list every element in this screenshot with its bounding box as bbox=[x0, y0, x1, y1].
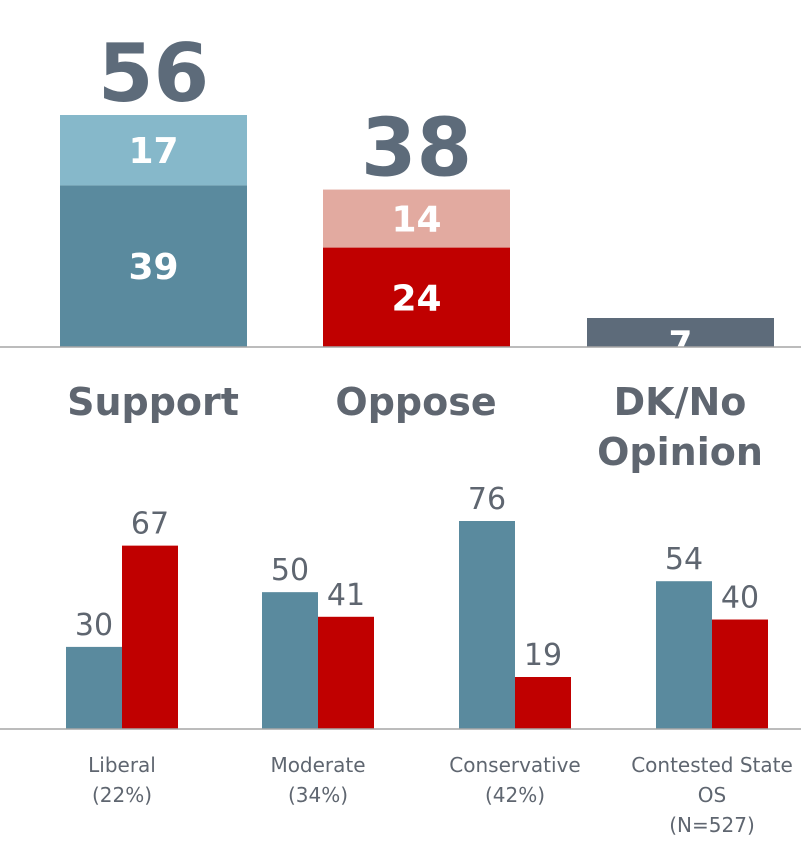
category-label: Oppose bbox=[335, 380, 496, 424]
value-label: 30 bbox=[75, 608, 113, 643]
bar-liberal-s1 bbox=[122, 546, 178, 729]
value-label: 76 bbox=[468, 482, 506, 517]
category-label: Opinion bbox=[597, 430, 763, 474]
segment-label: 24 bbox=[391, 278, 441, 319]
category-label: (34%) bbox=[288, 783, 348, 807]
total-label: 38 bbox=[361, 102, 472, 195]
category-label: Support bbox=[67, 380, 239, 424]
category-label: OS bbox=[698, 783, 726, 807]
bar-contested-state-os-s1 bbox=[712, 620, 768, 729]
value-label: 67 bbox=[131, 507, 169, 542]
bar-moderate-s1 bbox=[318, 617, 374, 729]
category-label: DK/No bbox=[614, 380, 747, 424]
category-label: Moderate bbox=[270, 753, 365, 777]
segment-label: 14 bbox=[391, 200, 441, 241]
bar-liberal-s0 bbox=[66, 647, 122, 729]
value-label: 40 bbox=[721, 581, 759, 616]
segment-label: 17 bbox=[128, 131, 178, 172]
category-label: (N=527) bbox=[669, 813, 755, 837]
value-label: 50 bbox=[271, 553, 309, 588]
bar-conservative-s0 bbox=[459, 521, 515, 729]
category-label: (42%) bbox=[485, 783, 545, 807]
category-label: Contested State bbox=[631, 753, 793, 777]
value-label: 19 bbox=[524, 638, 562, 673]
value-label: 54 bbox=[665, 542, 703, 577]
bar-conservative-s1 bbox=[515, 677, 571, 729]
bar-contested-state-os-s0 bbox=[656, 581, 712, 729]
bottom-grouped-chart: 30 67 Liberal (22%) 50 41 Moderate (34%) 76 19 Con… bbox=[0, 482, 801, 837]
bar-moderate-s0 bbox=[262, 592, 318, 729]
category-label: Conservative bbox=[449, 753, 580, 777]
category-label: Liberal bbox=[88, 753, 156, 777]
segment-label: 39 bbox=[128, 247, 178, 288]
total-label: 56 bbox=[98, 27, 209, 120]
value-label: 41 bbox=[327, 578, 365, 613]
category-label: (22%) bbox=[92, 783, 152, 807]
axis-mask bbox=[0, 347, 801, 377]
